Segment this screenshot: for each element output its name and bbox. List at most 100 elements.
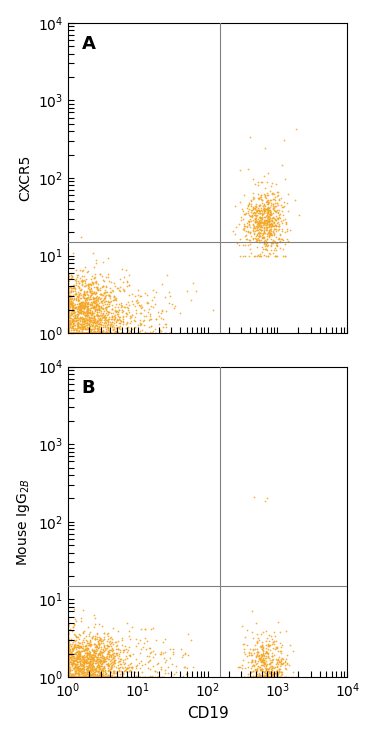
Point bbox=[263, 196, 269, 208]
Point bbox=[130, 671, 136, 683]
Point bbox=[82, 280, 88, 291]
Point bbox=[91, 296, 97, 308]
Point bbox=[92, 671, 98, 683]
Point bbox=[65, 671, 71, 683]
Point bbox=[65, 671, 71, 683]
Point bbox=[105, 300, 111, 311]
Point bbox=[119, 328, 125, 339]
Point bbox=[116, 314, 122, 325]
Point bbox=[65, 306, 71, 318]
Point bbox=[284, 671, 290, 683]
Point bbox=[255, 670, 261, 682]
Point bbox=[284, 233, 290, 244]
Point bbox=[108, 670, 114, 682]
Point bbox=[65, 671, 71, 683]
Point bbox=[71, 657, 77, 669]
Point bbox=[65, 649, 71, 661]
Point bbox=[87, 328, 93, 339]
Point bbox=[129, 308, 135, 320]
Point bbox=[75, 642, 81, 654]
Point bbox=[72, 310, 78, 322]
Point bbox=[106, 670, 112, 682]
Point bbox=[65, 671, 71, 683]
Point bbox=[84, 308, 90, 319]
Point bbox=[101, 641, 107, 653]
Point bbox=[65, 632, 71, 644]
Point bbox=[116, 655, 122, 667]
Point bbox=[65, 322, 71, 334]
Point bbox=[84, 328, 90, 339]
Point bbox=[267, 657, 273, 669]
Point bbox=[92, 314, 98, 325]
Point bbox=[278, 199, 284, 211]
Point bbox=[124, 662, 130, 674]
Point bbox=[75, 290, 81, 302]
Point bbox=[141, 671, 147, 683]
Point bbox=[97, 655, 103, 667]
Point bbox=[276, 218, 282, 230]
Point bbox=[73, 302, 79, 314]
Point bbox=[266, 219, 272, 230]
Point bbox=[74, 322, 80, 334]
Point bbox=[261, 204, 267, 216]
Point bbox=[110, 643, 116, 654]
Point bbox=[273, 641, 279, 653]
Point bbox=[95, 649, 101, 661]
Point bbox=[99, 665, 105, 676]
Point bbox=[180, 670, 186, 682]
Point bbox=[105, 289, 111, 301]
Point bbox=[268, 663, 274, 675]
Point bbox=[237, 164, 243, 176]
Point bbox=[65, 328, 71, 339]
Point bbox=[104, 286, 110, 298]
Point bbox=[103, 670, 109, 682]
Point bbox=[96, 306, 102, 318]
Point bbox=[75, 300, 81, 312]
Point bbox=[271, 634, 277, 646]
Point bbox=[75, 328, 81, 339]
Point bbox=[262, 651, 268, 662]
Point bbox=[250, 219, 256, 230]
Point bbox=[282, 250, 288, 261]
Point bbox=[94, 671, 100, 683]
Point bbox=[91, 663, 97, 675]
Point bbox=[89, 661, 95, 673]
Point bbox=[65, 328, 71, 339]
Point bbox=[110, 656, 116, 668]
Point bbox=[248, 666, 254, 678]
Point bbox=[81, 300, 87, 312]
Point bbox=[93, 662, 99, 673]
Point bbox=[65, 671, 71, 683]
Point bbox=[82, 647, 88, 659]
Point bbox=[95, 657, 101, 669]
Point bbox=[255, 649, 261, 661]
Point bbox=[65, 314, 71, 326]
Point bbox=[257, 191, 263, 203]
Point bbox=[133, 670, 139, 682]
Point bbox=[108, 654, 114, 665]
Point bbox=[111, 291, 117, 303]
Point bbox=[261, 657, 267, 669]
Point bbox=[266, 671, 272, 683]
Point bbox=[243, 230, 249, 241]
Point bbox=[82, 298, 88, 310]
Point bbox=[245, 199, 251, 211]
Point bbox=[100, 308, 106, 319]
Point bbox=[126, 289, 132, 301]
Point bbox=[78, 320, 84, 332]
Point bbox=[257, 210, 263, 222]
Point bbox=[74, 320, 80, 332]
Point bbox=[242, 250, 248, 261]
Point bbox=[96, 328, 102, 339]
Point bbox=[78, 308, 84, 319]
Point bbox=[104, 671, 110, 683]
Point bbox=[76, 301, 82, 313]
Point bbox=[152, 665, 158, 677]
Point bbox=[76, 300, 82, 312]
Point bbox=[86, 668, 92, 679]
Point bbox=[93, 328, 99, 339]
Point bbox=[273, 671, 279, 683]
Point bbox=[65, 301, 71, 313]
Point bbox=[65, 311, 71, 322]
Point bbox=[123, 643, 129, 655]
